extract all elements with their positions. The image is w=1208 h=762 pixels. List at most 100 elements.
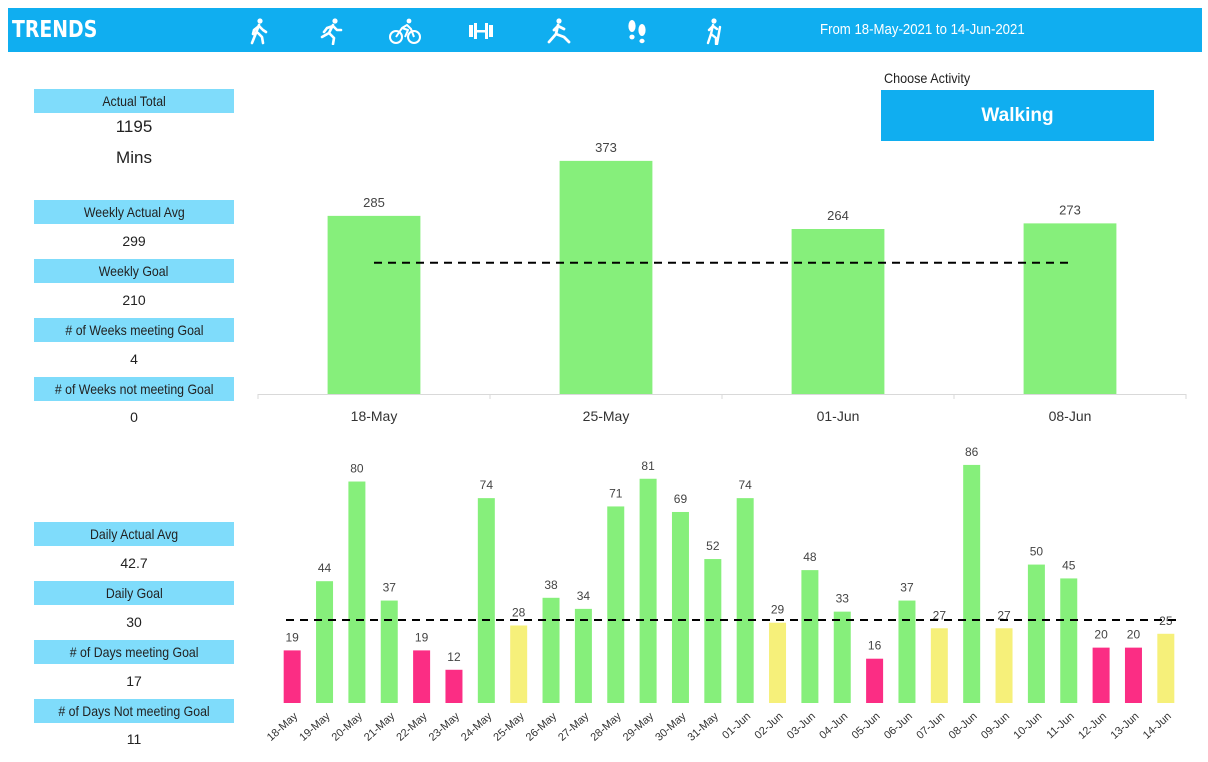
activity-selector[interactable]: Walking [881,90,1154,141]
weekly-x-label: 25-May [583,408,630,424]
running-icon[interactable] [314,16,348,46]
daily-bar-value: 33 [836,592,850,606]
daily-bar-value: 80 [350,462,364,476]
daily-bar [963,464,981,703]
daily-bar-value: 16 [868,639,882,653]
days-not-meeting-goal-label: # of Days Not meeting Goal [34,699,234,723]
daily-bar-value: 37 [383,581,397,595]
weekly-goal-value: 210 [122,292,146,308]
days-not-meeting-goal-value: 11 [126,731,142,747]
daily-bar-value: 19 [285,630,299,644]
daily-bar [607,506,625,703]
weekly-avg-value: 299 [122,233,146,249]
daily-bar [574,608,592,703]
daily-bar [316,581,334,703]
daily-bar [866,658,884,703]
weekly-avg-label: Weekly Actual Avg [34,200,234,224]
daily-bar-value: 74 [480,478,494,492]
weekly-bar [327,215,421,394]
daily-bar [445,669,463,703]
page-title: TRENDS [12,17,98,43]
daily-x-label: 25-May [491,710,527,744]
daily-bar-value: 38 [544,578,558,592]
weekly-bar [1023,223,1117,394]
daily-x-label: 24-May [459,710,495,744]
weeks-not-meeting-goal-label: # of Weeks not meeting Goal [34,377,234,401]
daily-bar-value: 27 [933,608,947,622]
daily-bar-value: 81 [641,459,655,473]
daily-x-label: 02-Jun [753,710,786,741]
daily-x-label: 13-Jun [1108,710,1141,741]
daily-bar [477,498,495,703]
days-meeting-goal-label: # of Days meeting Goal [34,640,234,664]
weekly-x-label: 08-Jun [1049,408,1092,424]
weekly-bar [559,160,653,394]
daily-bar-value: 12 [447,650,461,664]
daily-x-label: 22-May [394,710,430,744]
cycling-icon[interactable] [388,16,422,46]
daily-bar [348,481,366,703]
daily-bar-value: 44 [318,561,332,575]
choose-activity-label: Choose Activity [884,70,971,86]
daily-x-label: 14-Jun [1141,710,1174,741]
daily-x-label: 18-May [265,710,301,744]
weekly-bar-value: 285 [363,195,385,210]
weights-icon[interactable] [464,16,498,46]
daily-x-label: 19-May [297,710,333,744]
daily-goal-label: Daily Goal [34,581,234,605]
header-bar: TRENDS From 18-May-2021 to 14-Jun-2021 [8,8,1202,52]
yoga-icon[interactable] [542,16,576,46]
daily-bar-value: 71 [609,486,623,500]
daily-bar [995,628,1013,703]
actual-total-unit: Mins [116,148,152,167]
daily-x-label: 28-May [588,710,624,744]
weekly-bar [791,229,885,394]
daily-bar-value: 86 [965,445,979,459]
weeks-meeting-goal-value: 4 [130,351,138,367]
daily-bar [930,628,948,703]
weekly-bar-chart: 285 18-May 373 25-May 264 01-Jun 273 08-Jun [257,140,1187,424]
daily-bar-value: 34 [577,589,591,603]
daily-bar-value: 69 [674,492,688,506]
daily-bar [1060,578,1078,703]
daily-bar-value: 37 [900,581,914,595]
hiking-icon[interactable] [696,16,730,46]
daily-bar [736,498,754,703]
daily-bar-value: 29 [771,603,785,617]
daily-x-label: 21-May [362,710,398,744]
actual-total-label: Actual Total [34,89,234,113]
daily-x-label: 04-Jun [817,710,850,741]
daily-bar [283,650,301,703]
daily-bar-chart: 19 18-May 44 19-May 80 20-May 37 21-May 19 22-May… [265,445,1182,744]
daily-bar [898,600,916,703]
daily-x-label: 29-May [621,710,657,744]
daily-x-label: 12-Jun [1076,710,1109,741]
daily-bar [413,650,431,703]
date-range: From 18-May-2021 to 14-Jun-2021 [820,21,1025,38]
daily-x-label: 08-Jun [947,710,980,741]
daily-bar-value: 48 [803,550,817,564]
daily-x-label: 03-Jun [785,710,818,741]
daily-x-label: 30-May [653,710,689,744]
footsteps-icon[interactable] [620,16,654,46]
daily-x-label: 23-May [427,710,463,744]
daily-bar-value: 20 [1127,628,1141,642]
daily-bar-value: 52 [706,539,720,553]
daily-bar [769,622,787,703]
daily-bar-value: 19 [415,630,429,644]
daily-bar [1157,633,1175,703]
daily-x-label: 27-May [556,710,592,744]
weekly-goal-label: Weekly Goal [34,259,234,283]
weeks-not-meeting-goal-value: 0 [130,409,138,425]
daily-x-label: 20-May [330,710,366,744]
daily-bar-value: 50 [1030,545,1044,559]
daily-x-label: 01-Jun [720,710,753,741]
daily-bar [380,600,398,703]
daily-bar-value: 20 [1094,628,1108,642]
walking-icon[interactable] [242,16,276,46]
weekly-x-label: 18-May [351,408,398,424]
daily-x-label: 05-Jun [850,710,883,741]
daily-bar [542,597,560,703]
weekly-bar-value: 264 [827,208,849,223]
days-meeting-goal-value: 17 [126,673,142,689]
